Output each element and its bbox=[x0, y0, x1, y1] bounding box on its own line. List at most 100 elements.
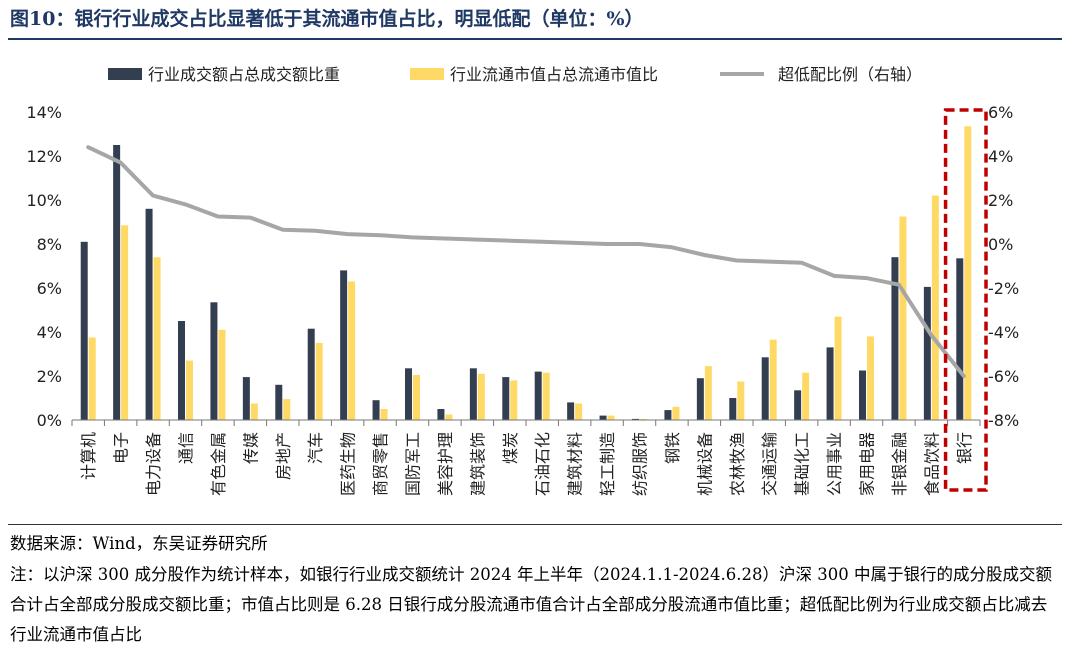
bar-trading-share bbox=[826, 347, 834, 420]
x-category-label: 电力设备 bbox=[144, 432, 163, 496]
x-category-label: 国防军工 bbox=[404, 432, 423, 496]
bar-float-mcap-share bbox=[477, 373, 485, 420]
y-left-tick-label: 4% bbox=[37, 323, 62, 342]
bar-trading-share bbox=[859, 370, 866, 420]
legend-label: 行业成交额占总成交额比重 bbox=[148, 65, 340, 84]
bar-trading-share bbox=[794, 390, 802, 420]
x-category-label: 汽车 bbox=[306, 432, 325, 464]
y-right-tick-label: 4% bbox=[988, 147, 1013, 166]
bar-trading-share bbox=[923, 286, 931, 420]
bar-float-mcap-share bbox=[834, 316, 842, 420]
y-left-tick-label: 2% bbox=[37, 367, 62, 386]
y-left-tick-label: 6% bbox=[37, 279, 62, 298]
figure-title: 图10：银行行业成交占比显著低于其流通市值占比，明显低配（单位：%） bbox=[10, 8, 644, 30]
x-category-label: 轻工制造 bbox=[598, 432, 617, 496]
x-category-label: 交通运输 bbox=[760, 432, 779, 496]
y-left-tick-label: 10% bbox=[26, 191, 62, 210]
footnote: 注：以沪深 300 成分股作为统计样本，如银行行业成交额统计 2024 年上半年… bbox=[10, 565, 1052, 644]
x-category-label: 房地产 bbox=[274, 432, 293, 480]
y-right-tick-label: -8% bbox=[988, 411, 1019, 430]
x-category-label: 建筑装饰 bbox=[468, 432, 487, 496]
title-rule bbox=[8, 38, 1062, 40]
x-category-label: 电子 bbox=[112, 432, 131, 464]
bar-float-mcap-share bbox=[737, 381, 745, 420]
bar-trading-share bbox=[761, 357, 769, 420]
x-category-label: 有色金属 bbox=[209, 432, 228, 496]
bar-float-mcap-share bbox=[510, 380, 518, 420]
highlight-box bbox=[943, 108, 988, 492]
bar-float-mcap-share bbox=[186, 360, 193, 420]
bar-float-mcap-share bbox=[867, 336, 874, 420]
x-category-label: 石油石化 bbox=[533, 432, 552, 496]
bar-trading-share bbox=[340, 270, 348, 420]
bar-trading-share bbox=[567, 402, 575, 420]
bar-trading-share bbox=[534, 371, 542, 420]
bar-float-mcap-share bbox=[348, 281, 356, 420]
bar-trading-share bbox=[599, 415, 607, 420]
x-category-label: 传媒 bbox=[241, 432, 260, 464]
y-right-tick-label: -4% bbox=[988, 323, 1019, 342]
x-category-label: 食品饮料 bbox=[922, 432, 941, 496]
y-left-tick-label: 14% bbox=[26, 103, 62, 122]
bar-trading-share bbox=[307, 328, 315, 420]
bar-trading-share bbox=[80, 241, 88, 420]
bar-trading-share bbox=[145, 208, 153, 420]
bar-trading-share bbox=[664, 410, 672, 420]
x-category-label: 机械设备 bbox=[695, 432, 714, 496]
bar-float-mcap-share bbox=[931, 195, 939, 420]
bar-trading-share bbox=[437, 409, 445, 420]
bar-trading-share bbox=[372, 400, 380, 420]
bar-float-mcap-share bbox=[964, 126, 972, 421]
line-over-under-weight bbox=[86, 145, 966, 378]
bar-float-mcap-share bbox=[283, 399, 291, 420]
y-left-tick-label: 8% bbox=[37, 235, 62, 254]
bar-trading-share bbox=[405, 368, 412, 420]
x-axis: 计算机 电子 电力设备 通信 有色金属 传媒 房地产 汽车 医药生物 商贸零售 国防军工 美容护理 建筑… bbox=[71, 419, 981, 496]
y-axis-left: 0% 2% 4% 6% 8% 10% 12% 14% bbox=[26, 103, 62, 430]
bar-trading-share bbox=[242, 377, 250, 420]
bar-trading-share bbox=[696, 378, 704, 420]
x-category-label: 非银金融 bbox=[890, 432, 909, 496]
bar-trading-share bbox=[891, 257, 899, 420]
legend-swatch bbox=[108, 68, 142, 80]
source-note: 数据来源：Wind，东吴证券研究所 bbox=[10, 534, 268, 553]
bar-float-mcap-share bbox=[315, 343, 323, 420]
y-axis-right: -8% -6% -4% -2% 0% 2% 4% 6% bbox=[988, 103, 1019, 430]
bars bbox=[80, 126, 972, 421]
bar-trading-share bbox=[178, 321, 185, 420]
bar-trading-share bbox=[956, 258, 964, 420]
bar-float-mcap-share bbox=[607, 415, 615, 420]
y-left-tick-label: 0% bbox=[37, 411, 62, 430]
y-right-tick-label: -2% bbox=[988, 279, 1019, 298]
chart: 行业成交额占总成交额比重 行业流通市值占总流通市值比 超低配比例（右轴） 0% 2% 4… bbox=[26, 65, 1019, 496]
x-category-label: 银行 bbox=[955, 432, 974, 464]
x-category-label: 钢铁 bbox=[663, 432, 682, 464]
bar-float-mcap-share bbox=[380, 409, 388, 420]
x-category-label: 计算机 bbox=[79, 432, 98, 480]
bar-float-mcap-share bbox=[413, 374, 420, 420]
y-right-tick-label: -6% bbox=[988, 367, 1019, 386]
legend-label: 行业流通市值占总流通市值比 bbox=[450, 65, 658, 84]
bar-float-mcap-share bbox=[218, 329, 226, 420]
x-category-label: 建筑材料 bbox=[566, 432, 585, 496]
x-category-label: 家用电器 bbox=[858, 432, 877, 496]
legend: 行业成交额占总成交额比重 行业流通市值占总流通市值比 超低配比例（右轴） bbox=[108, 65, 922, 84]
legend-swatch bbox=[410, 68, 444, 80]
bar-trading-share bbox=[469, 368, 477, 420]
y-right-tick-label: 0% bbox=[988, 235, 1013, 254]
bar-trading-share bbox=[275, 384, 283, 420]
x-category-label: 纺织服饰 bbox=[631, 432, 650, 496]
bar-float-mcap-share bbox=[704, 366, 712, 420]
x-category-label: 农林牧渔 bbox=[728, 432, 747, 496]
bar-float-mcap-share bbox=[121, 225, 129, 420]
bar-float-mcap-share bbox=[672, 406, 680, 420]
bar-trading-share bbox=[113, 145, 121, 420]
bar-float-mcap-share bbox=[153, 257, 161, 420]
x-category-label: 基础化工 bbox=[793, 432, 812, 496]
x-category-label: 通信 bbox=[177, 432, 196, 464]
bar-trading-share bbox=[729, 398, 737, 420]
legend-label: 超低配比例（右轴） bbox=[778, 65, 922, 84]
x-category-label: 公用事业 bbox=[825, 432, 844, 496]
x-category-label: 美容护理 bbox=[436, 432, 455, 496]
bar-trading-share bbox=[502, 377, 510, 420]
